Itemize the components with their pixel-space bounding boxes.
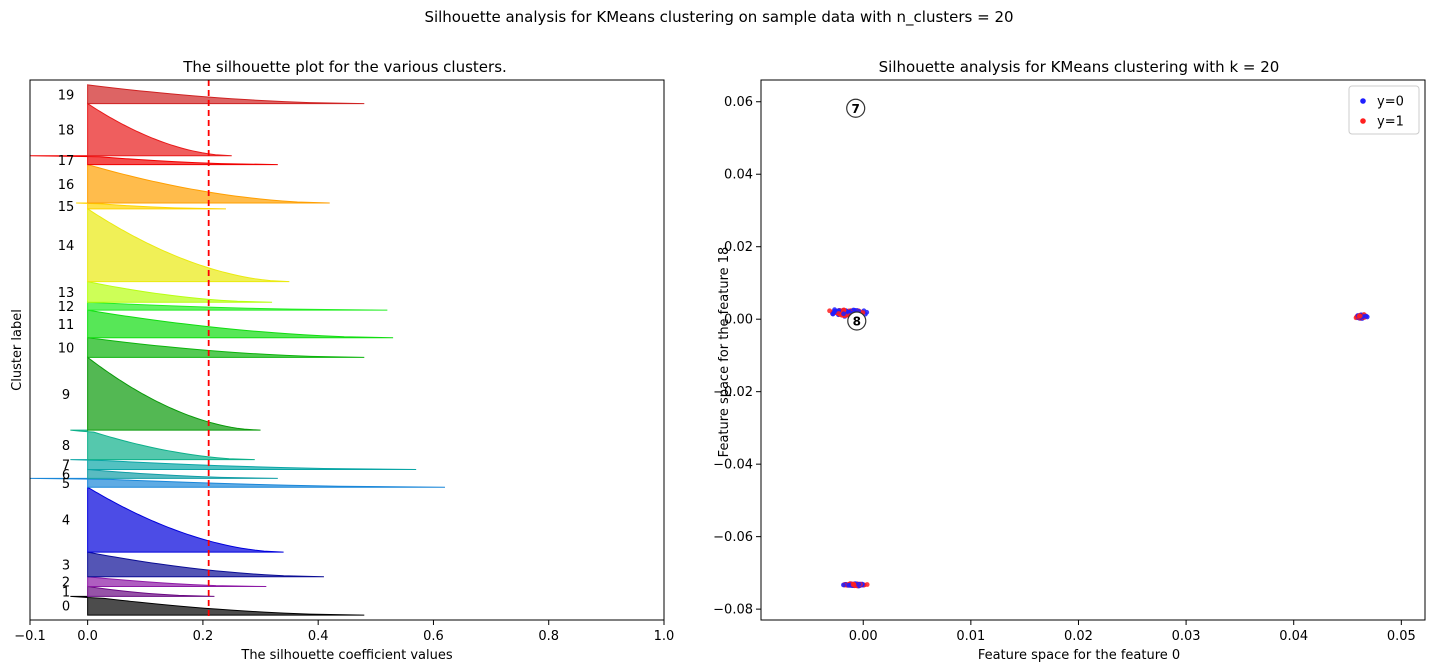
legend-box [1348, 85, 1420, 135]
cluster-label: 19 [58, 88, 75, 103]
cluster-label: 16 [58, 178, 75, 193]
legend-entry-label: y=1 [1377, 115, 1404, 130]
scatter-point [827, 308, 832, 314]
silhouette-cluster-13 [87, 280, 273, 303]
left-y-axis-label: Cluster label [10, 309, 25, 391]
silhouette-cluster-4 [87, 486, 284, 553]
silhouette-cluster-11 [87, 309, 394, 339]
cluster-label: 9 [62, 388, 70, 403]
legend-entry-label: y=0 [1377, 95, 1404, 110]
right-x-tick-label: 0.03 [1172, 629, 1201, 644]
right-y-tick-label: −0.02 [713, 385, 753, 400]
silhouette-cluster-1 [87, 585, 215, 597]
cluster-label: 6 [62, 468, 70, 483]
right-x-axis-label: Feature space for the feature 0 [978, 648, 1180, 663]
cluster-center-label: 7 [852, 102, 860, 116]
silhouette-cluster-16 [87, 164, 330, 204]
left-x-tick-label: 0.0 [77, 629, 98, 644]
silhouette-cluster-2 [87, 576, 267, 588]
right-y-tick-label: 0.02 [724, 240, 753, 255]
cluster-label: 18 [58, 124, 75, 139]
legend-marker [1360, 98, 1366, 104]
left-x-tick-label: 1.0 [654, 629, 675, 644]
left-x-tick-label: 0.4 [308, 629, 329, 644]
silhouette-cluster-10 [87, 337, 365, 358]
cluster-center-marker [846, 98, 866, 118]
right-y-tick-label: 0.06 [724, 95, 753, 110]
silhouette-cluster-6 [87, 468, 278, 479]
silhouette-cluster-19 [87, 84, 365, 105]
cluster-label: 7 [62, 459, 70, 474]
scatter-point [841, 311, 846, 317]
cluster-label: 11 [58, 318, 75, 333]
scatter-point [851, 581, 857, 587]
silhouette-cluster-8 [70, 429, 255, 461]
right-y-tick-label: 0.04 [724, 168, 753, 183]
cluster-center-label: 8 [853, 315, 861, 329]
scatter-point [841, 582, 846, 588]
figure-suptitle: Silhouette analysis for KMeans clusterin… [424, 8, 1013, 27]
silhouette-cluster-7 [70, 459, 417, 471]
right-x-tick-label: 0.05 [1387, 629, 1416, 644]
left-x-tick-label: 0.8 [538, 629, 559, 644]
silhouette-cluster-14 [87, 208, 290, 283]
cluster-label: 3 [62, 558, 70, 573]
right-y-tick-label: −0.08 [713, 603, 753, 618]
cluster-label: 12 [58, 300, 75, 315]
left-x-tick-label: 0.2 [193, 629, 214, 644]
scatter-point [1363, 313, 1369, 319]
cluster-label: 15 [58, 200, 75, 215]
cluster-center-marker [847, 311, 867, 331]
silhouette-plot: The silhouette plot for the various clus… [10, 58, 674, 663]
cluster-label: 17 [58, 154, 75, 169]
right-x-tick-label: 0.01 [956, 629, 985, 644]
scatter-points [827, 307, 1370, 589]
scatter-point [856, 581, 862, 587]
right-y-tick-label: −0.06 [713, 530, 753, 545]
left-x-tick-label: −0.1 [14, 629, 46, 644]
right-x-tick-label: 0.02 [1064, 629, 1093, 644]
scatter-point [836, 311, 842, 316]
right-chart-title: Silhouette analysis for KMeans clusterin… [879, 58, 1280, 76]
left-x-axis-label: The silhouette coefficient values [240, 648, 452, 663]
cluster-label: 8 [62, 439, 70, 454]
scatter-point [832, 307, 837, 313]
legend: y=0y=1 [1348, 85, 1420, 135]
cluster-label: 5 [62, 477, 70, 492]
silhouette-cluster-5 [29, 477, 445, 488]
silhouette-cluster-12 [87, 300, 388, 311]
cluster-label: 0 [62, 600, 70, 615]
silhouette-cluster-15 [76, 202, 226, 210]
cluster-label: 1 [62, 586, 70, 601]
right-y-tick-label: 0.00 [724, 313, 753, 328]
silhouette-cluster-3 [87, 551, 324, 578]
right-y-axis-label: Feature space for the feature 18 [717, 247, 732, 458]
cluster-label: 2 [62, 576, 70, 591]
cluster-label: 14 [58, 239, 75, 254]
cluster-label: 4 [62, 514, 70, 529]
cluster-label: 10 [58, 342, 75, 357]
cluster-label: 13 [58, 286, 75, 301]
silhouette-cluster-9 [87, 356, 261, 431]
silhouette-cluster-18 [87, 102, 232, 157]
silhouette-cluster-0 [70, 595, 365, 616]
right-y-tick-label: −0.04 [713, 458, 753, 473]
scatter-point [846, 582, 852, 588]
scatter-point [841, 307, 847, 313]
legend-marker [1360, 118, 1366, 124]
scatter-point [1357, 314, 1363, 319]
right-x-tick-label: 0.00 [849, 629, 878, 644]
scatter-plot: Silhouette analysis for KMeans clusterin… [713, 58, 1426, 663]
right-plot-frame [760, 79, 1426, 621]
left-plot-frame [29, 79, 665, 621]
right-x-tick-label: 0.04 [1279, 629, 1308, 644]
left-chart-title: The silhouette plot for the various clus… [182, 58, 507, 76]
left-x-tick-label: 0.6 [423, 629, 444, 644]
